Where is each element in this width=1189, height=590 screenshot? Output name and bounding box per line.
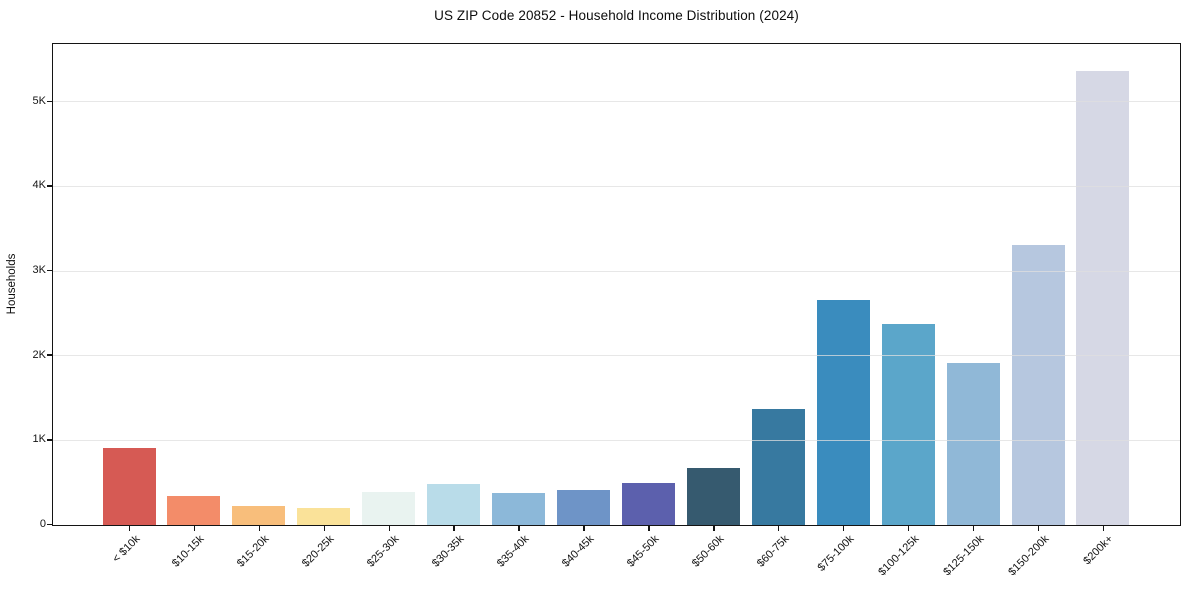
bar-1 — [102, 447, 156, 525]
x-tick-label-9: $45-50k — [624, 533, 662, 570]
bar-9 — [621, 482, 675, 525]
x-tick-mark — [453, 526, 455, 531]
bar-6 — [427, 484, 481, 525]
bar-15 — [1011, 244, 1065, 525]
bar-10 — [686, 468, 740, 525]
y-tick-mark — [47, 439, 52, 441]
x-tick-label-8: $40-45k — [559, 533, 597, 570]
gridline-2K — [53, 355, 1180, 357]
bar-12 — [816, 299, 870, 525]
x-tick-label-11: $60-75k — [754, 533, 792, 570]
bar-3 — [232, 506, 286, 525]
x-tick-label-15: $150-200k — [1005, 533, 1052, 579]
x-tick-mark — [518, 526, 520, 531]
y-tick-mark — [47, 185, 52, 187]
bar-5 — [362, 491, 416, 525]
gridline-4K — [53, 185, 1180, 187]
x-tick-mark — [128, 526, 131, 531]
bar-7 — [492, 493, 546, 525]
x-tick-mark — [323, 526, 325, 531]
bar-4 — [297, 507, 351, 525]
bar-2 — [167, 495, 221, 525]
x-tick-mark — [778, 526, 780, 531]
x-tick-mark — [972, 526, 975, 531]
x-tick-label-1: < $10k — [109, 533, 142, 566]
y-tick-mark — [47, 269, 52, 272]
y-tick-label-2K: 2K — [32, 348, 46, 361]
y-tick-mark — [47, 354, 52, 356]
x-tick-mark — [388, 526, 390, 531]
x-tick-mark — [258, 526, 261, 531]
bar-11 — [751, 408, 805, 525]
y-tick-label-5K: 5K — [32, 94, 46, 107]
x-tick-label-7: $35-40k — [494, 533, 532, 570]
bar-8 — [557, 490, 610, 525]
x-tick-label-14: $125-150k — [940, 533, 987, 579]
x-tick-label-16: $200k+ — [1081, 533, 1116, 568]
x-tick-label-3: $15-20k — [235, 533, 272, 570]
x-tick-mark — [713, 526, 715, 531]
bar-14 — [946, 363, 1000, 525]
x-tick-mark — [1037, 526, 1040, 531]
bar-13 — [881, 323, 935, 525]
x-tick-label-12: $75-100k — [815, 533, 857, 574]
gridline-5K — [53, 101, 1180, 103]
bar-16 — [1076, 71, 1130, 525]
x-tick-label-10: $50-60k — [689, 533, 727, 570]
x-tick-mark — [907, 526, 910, 531]
plot-area — [52, 43, 1181, 526]
x-tick-mark — [843, 526, 845, 531]
gridline-3K — [53, 270, 1180, 272]
x-tick-label-5: $25-30k — [365, 533, 402, 570]
y-tick-mark — [47, 100, 52, 102]
x-tick-label-6: $30-35k — [430, 533, 467, 570]
x-tick-mark — [648, 526, 650, 531]
gridline-1K — [53, 439, 1180, 441]
y-tick-label-0: 0 — [39, 518, 46, 530]
y-tick-label-3K: 3K — [32, 264, 46, 277]
x-tick-label-4: $20-25k — [300, 533, 337, 570]
x-tick-mark — [583, 526, 585, 531]
chart-title: US ZIP Code 20852 - Household Income Dis… — [434, 8, 799, 23]
x-tick-mark — [1102, 526, 1105, 531]
y-tick-label-4K: 4K — [32, 179, 46, 192]
y-tick-mark — [47, 523, 52, 526]
x-tick-mark — [193, 526, 196, 531]
x-tick-label-13: $100-125k — [875, 533, 922, 579]
y-tick-label-1K: 1K — [32, 433, 46, 446]
x-tick-label-2: $10-15k — [170, 533, 207, 570]
